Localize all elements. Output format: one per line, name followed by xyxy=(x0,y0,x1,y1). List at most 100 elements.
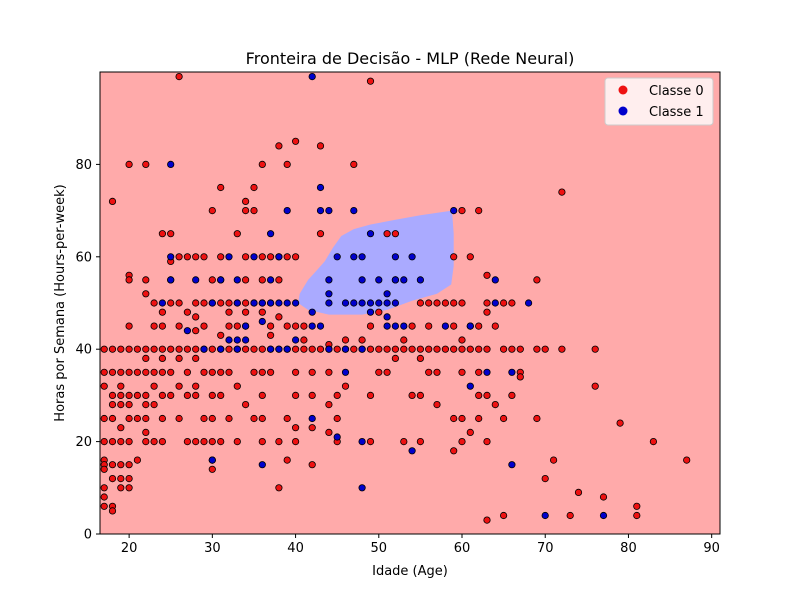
point-class-1 xyxy=(250,253,258,261)
point-class-0 xyxy=(167,391,175,399)
point-class-1 xyxy=(167,160,175,168)
point-class-0 xyxy=(175,322,183,330)
point-class-0 xyxy=(183,253,191,261)
point-class-0 xyxy=(508,345,516,353)
point-class-0 xyxy=(383,345,391,353)
legend-box xyxy=(604,77,714,126)
point-class-0 xyxy=(192,382,200,390)
point-class-0 xyxy=(208,414,216,423)
point-class-0 xyxy=(142,391,150,399)
point-class-0 xyxy=(175,382,183,390)
point-class-0 xyxy=(466,428,474,436)
point-class-0 xyxy=(499,345,508,353)
point-class-1 xyxy=(400,276,408,284)
point-class-0 xyxy=(475,414,483,423)
point-class-0 xyxy=(125,391,133,399)
point-class-0 xyxy=(441,345,449,353)
point-class-1 xyxy=(466,382,474,390)
point-class-1 xyxy=(275,299,283,307)
point-class-0 xyxy=(217,183,225,192)
point-class-0 xyxy=(125,368,133,376)
point-class-0 xyxy=(300,322,308,330)
point-class-1 xyxy=(358,299,366,307)
point-class-0 xyxy=(308,461,316,469)
y-tick-label: 20 xyxy=(75,435,92,450)
point-class-0 xyxy=(375,345,383,353)
plot-area xyxy=(99,71,721,535)
point-class-0 xyxy=(175,345,183,353)
point-class-0 xyxy=(200,368,208,376)
point-class-0 xyxy=(258,414,266,423)
point-class-0 xyxy=(217,253,225,261)
point-class-1 xyxy=(183,327,191,335)
point-class-0 xyxy=(599,493,608,501)
point-class-1 xyxy=(316,322,325,330)
point-class-0 xyxy=(475,345,483,353)
point-class-1 xyxy=(158,299,166,307)
point-class-0 xyxy=(416,391,424,399)
point-class-0 xyxy=(117,382,125,390)
point-class-0 xyxy=(291,437,300,446)
point-class-0 xyxy=(117,400,125,409)
point-class-0 xyxy=(242,276,250,284)
point-class-1 xyxy=(217,345,225,353)
point-class-0 xyxy=(508,299,516,307)
point-class-0 xyxy=(192,253,200,261)
point-class-0 xyxy=(125,345,133,353)
point-class-1 xyxy=(358,276,366,284)
point-class-0 xyxy=(400,345,408,353)
point-class-0 xyxy=(233,322,241,330)
point-class-1 xyxy=(233,336,241,344)
point-class-0 xyxy=(258,345,266,353)
point-class-1 xyxy=(325,276,333,284)
point-class-0 xyxy=(366,77,375,85)
point-class-1 xyxy=(283,345,291,353)
point-class-0 xyxy=(275,313,283,321)
point-class-0 xyxy=(275,484,283,492)
point-class-0 xyxy=(558,345,566,353)
point-class-1 xyxy=(208,456,216,464)
point-class-0 xyxy=(142,160,150,168)
point-class-1 xyxy=(383,313,391,321)
y-tick-label: 60 xyxy=(75,250,92,265)
point-class-0 xyxy=(475,322,483,330)
point-class-1 xyxy=(192,276,200,284)
point-class-0 xyxy=(158,345,166,353)
scatter-points xyxy=(100,73,691,524)
point-class-0 xyxy=(158,322,166,330)
point-class-1 xyxy=(350,207,358,215)
point-class-1 xyxy=(217,276,225,284)
point-class-0 xyxy=(258,276,266,284)
x-tick-label: 20 xyxy=(121,541,138,556)
point-class-1 xyxy=(275,345,283,353)
point-class-0 xyxy=(291,368,300,376)
point-class-1 xyxy=(266,276,275,284)
point-class-0 xyxy=(483,345,491,353)
point-class-0 xyxy=(491,322,499,330)
point-class-0 xyxy=(391,354,399,362)
point-class-0 xyxy=(225,414,233,423)
point-class-0 xyxy=(416,354,424,362)
point-class-0 xyxy=(283,322,291,330)
y-tick-label: 0 xyxy=(84,528,92,543)
point-class-0 xyxy=(158,308,166,316)
point-class-0 xyxy=(258,253,266,261)
point-class-0 xyxy=(450,345,458,353)
point-class-0 xyxy=(208,368,216,376)
point-class-1 xyxy=(225,336,233,344)
point-class-0 xyxy=(516,345,524,353)
point-class-1 xyxy=(416,276,424,284)
point-class-0 xyxy=(441,299,449,307)
point-class-0 xyxy=(183,308,191,316)
x-tick-label: 90 xyxy=(703,541,720,556)
point-class-0 xyxy=(574,488,583,496)
point-class-0 xyxy=(158,354,166,362)
point-class-0 xyxy=(100,345,108,353)
point-class-0 xyxy=(291,137,300,145)
point-class-0 xyxy=(158,368,166,376)
point-class-1 xyxy=(233,299,241,307)
point-class-0 xyxy=(133,345,141,353)
point-class-0 xyxy=(683,456,691,464)
point-class-0 xyxy=(150,400,158,409)
point-class-0 xyxy=(450,322,458,330)
